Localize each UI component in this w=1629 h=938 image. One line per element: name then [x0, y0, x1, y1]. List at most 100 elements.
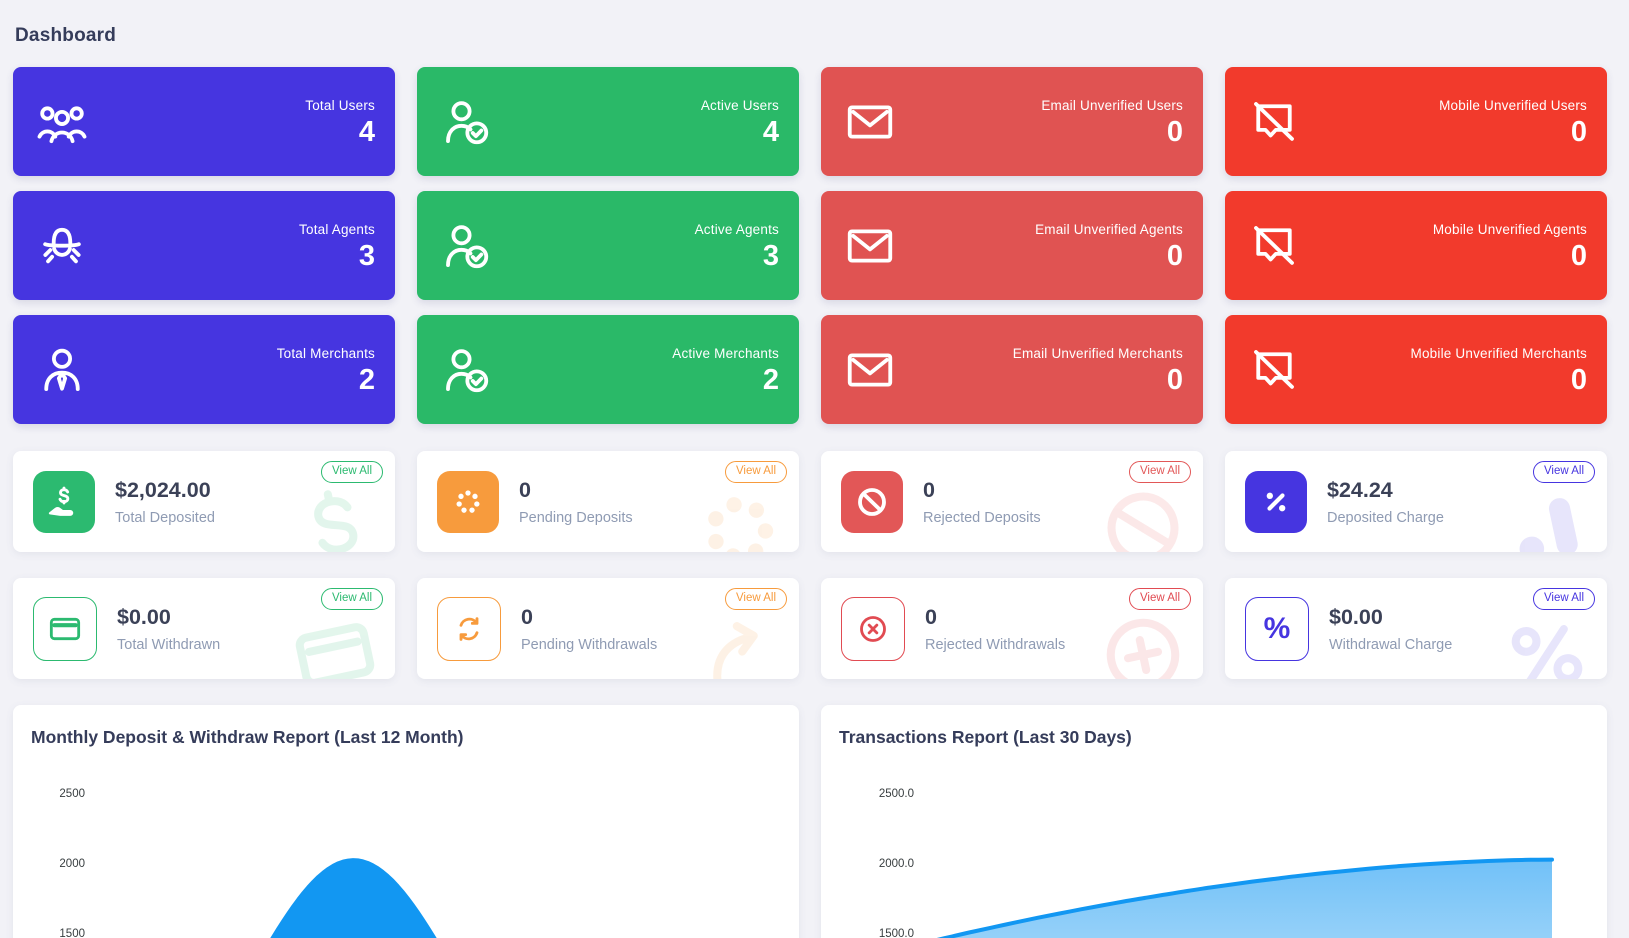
stat-card-value: 0 — [1166, 364, 1183, 396]
circle-x-icon — [860, 615, 886, 642]
money-card-value: $24.24 — [1327, 477, 1393, 502]
money-card-label: Pending Withdrawals — [521, 636, 658, 653]
money-cards-grid: $2,024.00 Total Deposited View All 0 Pending… — [13, 451, 1607, 679]
money-card: 0 Pending Withdrawals View All — [417, 578, 799, 679]
monthly-report-chart: 2500 2000 1500 — [59, 788, 437, 938]
stat-card-value: 0 — [1166, 240, 1183, 272]
arrow-watermark-icon — [713, 622, 758, 679]
transactions-area-fill — [945, 859, 1552, 938]
y-axis-tick: 2000.0 — [879, 858, 914, 870]
money-card-value: $2,024.00 — [115, 477, 211, 502]
charts-row: Monthly Deposit & Withdraw Report (Last … — [13, 705, 1607, 938]
money-card-value: 0 — [923, 477, 935, 502]
user-check-icon — [446, 224, 489, 268]
view-all-button[interactable]: View All — [1532, 461, 1595, 483]
transactions-report-panel: Transactions Report (Last 30 Days) 2500.… — [821, 705, 1607, 938]
view-all-button[interactable]: View All — [1128, 588, 1191, 610]
money-card-label: Total Deposited — [115, 509, 215, 526]
page-title: Dashboard — [15, 25, 117, 46]
plus-watermark-icon — [1106, 618, 1180, 679]
dots-watermark-icon — [708, 497, 774, 552]
envelope-icon — [847, 352, 893, 387]
transactions-line-series — [936, 857, 1554, 938]
money-card-label: Rejected Withdrawals — [925, 636, 1066, 653]
credit-card-icon — [49, 617, 81, 640]
y-axis-tick: 2000 — [59, 858, 85, 870]
money-card-label: Rejected Deposits — [923, 509, 1041, 526]
user-check-icon — [446, 100, 489, 144]
stat-card: Mobile Unverified Users 0 — [1225, 67, 1607, 176]
transactions-report-chart: 2500.0 2000.0 1500.0 — [879, 788, 1554, 938]
view-all-button[interactable]: View All — [1532, 588, 1595, 610]
stat-card-label: Total Agents — [299, 222, 375, 237]
stat-card: Mobile Unverified Agents 0 — [1225, 191, 1607, 300]
envelope-icon — [847, 228, 893, 263]
refresh-icon — [459, 616, 479, 641]
stat-card: Total Agents 3 — [13, 191, 395, 300]
stat-card-label: Email Unverified Agents — [1035, 222, 1183, 237]
hand-dollar-icon — [48, 486, 74, 516]
message-off-icon — [1254, 101, 1294, 141]
agent-spy-icon — [43, 227, 81, 263]
stat-card-label: Mobile Unverified Agents — [1432, 222, 1587, 237]
view-all-button[interactable]: View All — [320, 461, 383, 483]
stat-card: Email Unverified Merchants 0 — [821, 315, 1203, 424]
view-all-button[interactable]: View All — [320, 588, 383, 610]
ban-icon — [858, 487, 886, 516]
stat-card-label: Email Unverified Merchants — [1012, 346, 1183, 361]
stat-card-value: 4 — [358, 116, 375, 148]
bars-watermark-icon — [1519, 498, 1578, 552]
chart-title: Transactions Report (Last 30 Days) — [839, 727, 1132, 747]
money-card-value: 0 — [521, 604, 533, 629]
view-all-button[interactable]: View All — [724, 461, 787, 483]
money-card: $24.24 Deposited Charge View All — [1225, 451, 1607, 552]
view-all-button[interactable]: View All — [1128, 461, 1191, 483]
users-group-icon — [37, 105, 87, 143]
money-card-value: $0.00 — [1329, 604, 1383, 629]
stat-card-value: 3 — [358, 240, 375, 272]
percent-icon — [1266, 492, 1286, 511]
stat-card-value: 0 — [1570, 364, 1587, 396]
stat-card: Email Unverified Users 0 — [821, 67, 1203, 176]
stat-card: Total Users 4 — [13, 67, 395, 176]
y-axis-tick: 1500 — [59, 928, 85, 938]
card-watermark-icon — [295, 623, 375, 679]
stat-cards-grid: Total Users 4 Active Users 4 Email Unverifie… — [13, 67, 1607, 424]
money-card-label: Pending Deposits — [519, 509, 633, 526]
stat-card-value: 2 — [358, 364, 375, 396]
percent-watermark-icon — [1511, 625, 1583, 679]
user-check-icon — [446, 348, 489, 392]
stat-card-label: Active Agents — [694, 222, 779, 237]
money-card: 0 Rejected Deposits View All — [821, 451, 1203, 552]
dollar-watermark-icon — [314, 490, 358, 552]
chart-title: Monthly Deposit & Withdraw Report (Last … — [31, 727, 464, 747]
stat-card-value: 2 — [762, 364, 779, 396]
money-card-value: 0 — [519, 477, 531, 502]
y-axis-tick: 1500.0 — [879, 928, 914, 938]
ban-watermark-icon — [1107, 492, 1179, 552]
stat-card: Active Users 4 — [417, 67, 799, 176]
money-card-label: Deposited Charge — [1327, 509, 1444, 526]
money-card: $2,024.00 Total Deposited View All — [13, 451, 395, 552]
stat-card: Mobile Unverified Merchants 0 — [1225, 315, 1607, 424]
money-card: 0 Pending Deposits View All — [417, 451, 799, 552]
stat-card-value: 0 — [1570, 240, 1587, 272]
money-card-value: 0 — [925, 604, 937, 629]
deposit-area-series — [270, 858, 437, 938]
percent-text-icon: % — [1263, 611, 1291, 645]
stat-card: Active Agents 3 — [417, 191, 799, 300]
envelope-icon — [847, 104, 893, 139]
stat-card-label: Active Merchants — [672, 346, 779, 361]
money-card: % $0.00 Withdrawal Charge View All — [1225, 578, 1607, 679]
view-all-button[interactable]: View All — [724, 588, 787, 610]
y-axis-tick: 2500.0 — [879, 788, 914, 800]
money-card: $0.00 Total Withdrawn View All — [13, 578, 395, 679]
stat-card-label: Mobile Unverified Merchants — [1410, 346, 1587, 361]
message-off-icon — [1254, 349, 1294, 389]
stat-card-value: 0 — [1570, 116, 1587, 148]
monthly-deposit-withdraw-report-panel: Monthly Deposit & Withdraw Report (Last … — [13, 705, 799, 938]
stat-card-label: Total Users — [305, 98, 375, 113]
money-card-label: Withdrawal Charge — [1329, 636, 1453, 653]
money-card-label: Total Withdrawn — [117, 636, 221, 653]
